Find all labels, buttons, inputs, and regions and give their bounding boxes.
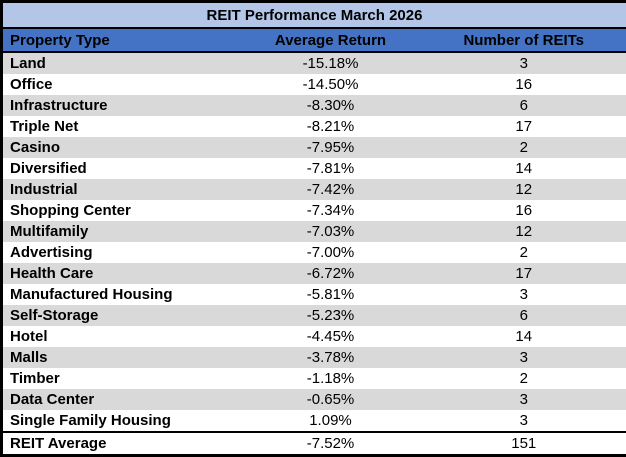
table-row: Manufactured Housing -5.81% 3 bbox=[1, 284, 626, 305]
average-return-cell: -5.81% bbox=[306, 286, 355, 303]
property-type-cell: Single Family Housing bbox=[10, 412, 171, 429]
average-return-cell: -1.18% bbox=[306, 370, 355, 387]
table-row: Self-Storage -5.23% 6 bbox=[1, 305, 626, 326]
property-type-cell: Industrial bbox=[10, 181, 78, 198]
property-type-cell: Diversified bbox=[10, 160, 87, 177]
average-return-cell: -5.23% bbox=[306, 307, 355, 324]
reit-count-cell: 2 bbox=[519, 370, 528, 387]
property-type-cell: Timber bbox=[10, 370, 60, 387]
column-header-property-type: Property Type bbox=[1, 28, 240, 53]
average-return-cell: -7.00% bbox=[306, 244, 355, 261]
title-row: REIT Performance March 2026 bbox=[1, 1, 626, 29]
reit-count-cell: 2 bbox=[519, 139, 528, 156]
average-return-cell: -7.81% bbox=[306, 160, 355, 177]
table-head: REIT Performance March 2026 Property Typ… bbox=[1, 1, 626, 53]
summary-row: REIT Average -7.52% 151 bbox=[1, 431, 626, 456]
table-row: Multifamily -7.03% 12 bbox=[1, 221, 626, 242]
column-header-row: Property Type Average Return Number of R… bbox=[1, 28, 626, 53]
table-row: Industrial -7.42% 12 bbox=[1, 179, 626, 200]
table-row: Office -14.50% 16 bbox=[1, 74, 626, 95]
average-return-cell: -15.18% bbox=[302, 55, 359, 72]
reit-count-cell: 12 bbox=[515, 223, 533, 240]
property-type-cell: Hotel bbox=[10, 328, 48, 345]
reit-count-cell: 3 bbox=[519, 412, 528, 429]
property-type-cell: Casino bbox=[10, 139, 61, 156]
reit-count-cell: 14 bbox=[515, 160, 533, 177]
average-return-cell: -6.72% bbox=[306, 265, 355, 282]
table-row: Shopping Center -7.34% 16 bbox=[1, 200, 626, 221]
table-title: REIT Performance March 2026 bbox=[1, 1, 626, 29]
average-return-cell: -7.42% bbox=[306, 181, 355, 198]
reit-count-cell: 17 bbox=[515, 265, 533, 282]
reit-count-cell: 16 bbox=[515, 76, 533, 93]
property-type-cell: Land bbox=[10, 55, 46, 72]
table-row: Single Family Housing 1.09% 3 bbox=[1, 410, 626, 432]
table-row: Malls -3.78% 3 bbox=[1, 347, 626, 368]
property-type-cell: Data Center bbox=[10, 391, 95, 408]
average-return-cell: -7.03% bbox=[306, 223, 355, 240]
reit-count-cell: 2 bbox=[519, 244, 528, 261]
table-row: Health Care -6.72% 17 bbox=[1, 263, 626, 284]
property-type-cell: Manufactured Housing bbox=[10, 286, 173, 303]
column-header-average-return: Average Return bbox=[239, 28, 422, 53]
reit-count-cell: 6 bbox=[519, 307, 528, 324]
property-type-cell: Multifamily bbox=[10, 223, 89, 240]
property-type-cell: Infrastructure bbox=[10, 97, 108, 114]
reit-count-cell: 3 bbox=[519, 55, 528, 72]
table-footer: REIT Average -7.52% 151 bbox=[1, 431, 626, 456]
table-row: Land -15.18% 3 bbox=[1, 52, 626, 74]
column-header-number-of-reits: Number of REITs bbox=[421, 28, 626, 53]
table-body: Land -15.18% 3 Office -14.50% 16 Infrast… bbox=[1, 52, 626, 432]
property-type-cell: Self-Storage bbox=[10, 307, 99, 324]
reit-count-cell: 3 bbox=[519, 391, 528, 408]
reit-count-cell: 12 bbox=[515, 181, 533, 198]
property-type-cell: Advertising bbox=[10, 244, 93, 261]
table-row: Diversified -7.81% 14 bbox=[1, 158, 626, 179]
average-return-cell: -4.45% bbox=[306, 328, 355, 345]
table-row: Triple Net -8.21% 17 bbox=[1, 116, 626, 137]
reit-count-cell: 14 bbox=[515, 328, 533, 345]
average-return-cell: -7.95% bbox=[306, 139, 355, 156]
table-row: Infrastructure -8.30% 6 bbox=[1, 95, 626, 116]
average-return-cell: -3.78% bbox=[306, 349, 355, 366]
property-type-cell: Office bbox=[10, 76, 53, 93]
reit-count-cell: 3 bbox=[519, 349, 528, 366]
property-type-cell: Health Care bbox=[10, 265, 94, 282]
reit-count-cell: 3 bbox=[519, 286, 528, 303]
table-row: Hotel -4.45% 14 bbox=[1, 326, 626, 347]
reit-count-cell: 16 bbox=[515, 202, 533, 219]
average-return-cell: -8.30% bbox=[306, 97, 355, 114]
summary-reit-count-cell: 151 bbox=[421, 431, 626, 456]
average-return-cell: -0.65% bbox=[306, 391, 355, 408]
property-type-cell: Shopping Center bbox=[10, 202, 131, 219]
table-row: Timber -1.18% 2 bbox=[1, 368, 626, 389]
table-row: Advertising -7.00% 2 bbox=[1, 242, 626, 263]
table-row: Data Center -0.65% 3 bbox=[1, 389, 626, 410]
property-type-cell: Triple Net bbox=[10, 118, 79, 135]
table-row: Casino -7.95% 2 bbox=[1, 137, 626, 158]
property-type-cell: Malls bbox=[10, 349, 48, 366]
reit-count-cell: 6 bbox=[519, 97, 528, 114]
average-return-cell: -8.21% bbox=[306, 118, 355, 135]
summary-label-cell: REIT Average bbox=[1, 431, 240, 456]
reit-count-cell: 17 bbox=[515, 118, 533, 135]
average-return-cell: -14.50% bbox=[302, 76, 359, 93]
average-return-cell: -7.34% bbox=[306, 202, 355, 219]
average-return-cell: 1.09% bbox=[309, 412, 352, 429]
summary-average-return-cell: -7.52% bbox=[239, 431, 422, 456]
